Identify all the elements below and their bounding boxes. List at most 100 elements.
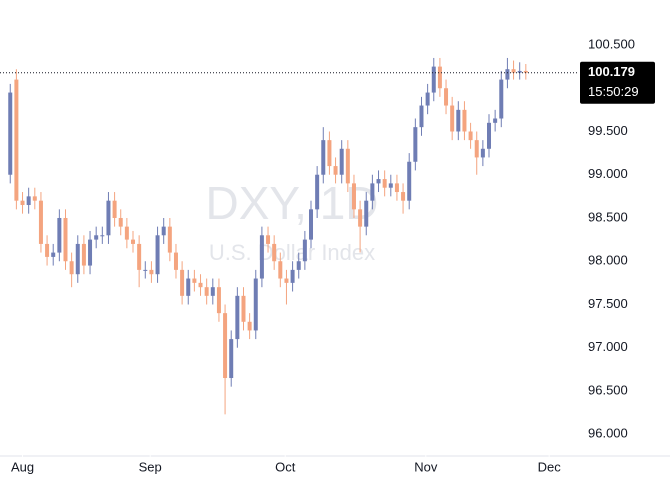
candle-body bbox=[462, 109, 467, 132]
y-tick-label: 98.000 bbox=[588, 253, 628, 268]
x-tick-label: Sep bbox=[139, 459, 162, 474]
candle-body bbox=[161, 226, 166, 236]
candle-body bbox=[321, 140, 326, 175]
last-price-box bbox=[580, 61, 655, 104]
candle-body bbox=[333, 166, 338, 175]
candle-body bbox=[32, 196, 37, 201]
candle-body bbox=[118, 217, 123, 227]
x-tick-label: Nov bbox=[414, 459, 438, 474]
candle-body bbox=[186, 278, 191, 296]
y-tick-label: 97.500 bbox=[588, 296, 628, 311]
candle-body bbox=[38, 200, 43, 244]
x-tick-label: Dec bbox=[538, 459, 562, 474]
candle-body bbox=[20, 200, 25, 206]
candle-body bbox=[327, 140, 332, 167]
candle-body bbox=[259, 235, 264, 279]
candle-body bbox=[468, 131, 473, 141]
candle-body bbox=[8, 92, 13, 175]
candle-body bbox=[401, 192, 406, 201]
candle-body bbox=[493, 118, 498, 123]
candle-body bbox=[167, 226, 172, 253]
candle-body bbox=[358, 209, 363, 227]
candle-body bbox=[112, 200, 117, 218]
x-tick-label: Oct bbox=[275, 459, 296, 474]
y-tick-label: 99.500 bbox=[588, 123, 628, 138]
candle-body bbox=[315, 174, 320, 210]
candle-body bbox=[523, 70, 528, 73]
candle-body bbox=[51, 252, 56, 257]
candle-body bbox=[487, 122, 492, 149]
candle-body bbox=[204, 287, 209, 296]
y-tick-label: 96.500 bbox=[588, 382, 628, 397]
candle-body bbox=[284, 278, 289, 283]
candle-body bbox=[370, 183, 375, 201]
y-tick-label: 96.000 bbox=[588, 426, 628, 441]
candle-body bbox=[364, 200, 369, 227]
candle-body bbox=[376, 179, 381, 184]
candle-body bbox=[253, 278, 258, 331]
candle-body bbox=[69, 261, 74, 275]
candle-body bbox=[499, 79, 504, 119]
candle-body bbox=[394, 183, 399, 193]
candle-body bbox=[100, 235, 105, 237]
candle-body bbox=[223, 313, 228, 379]
candle-body bbox=[505, 69, 510, 80]
y-tick-label: 97.000 bbox=[588, 339, 628, 354]
candle-body bbox=[180, 269, 185, 296]
candle-body bbox=[192, 278, 197, 283]
y-tick-label: 100.500 bbox=[588, 36, 635, 51]
candle-body bbox=[57, 217, 62, 253]
candle-body bbox=[450, 105, 455, 132]
candle-body bbox=[419, 105, 424, 128]
candle-body bbox=[302, 239, 307, 262]
candle-body bbox=[272, 243, 277, 262]
candle-body bbox=[474, 140, 479, 158]
candle-body bbox=[75, 243, 80, 275]
candle-body bbox=[63, 217, 68, 262]
candle-body bbox=[413, 127, 418, 162]
candle-body bbox=[94, 235, 99, 240]
candle-body bbox=[198, 282, 203, 288]
candle-body bbox=[345, 148, 350, 184]
candle-body bbox=[431, 66, 436, 93]
candle-body bbox=[106, 200, 111, 236]
candle-body bbox=[480, 148, 485, 158]
candle-body bbox=[266, 235, 271, 244]
candle-body bbox=[290, 269, 295, 283]
candle-body bbox=[388, 183, 393, 188]
candle-body bbox=[351, 183, 356, 210]
candle-body bbox=[511, 69, 516, 73]
candle-body bbox=[296, 261, 301, 270]
candle-body bbox=[143, 269, 148, 271]
candle-body bbox=[382, 179, 387, 188]
watermark-subtitle: U.S. Dollar Index bbox=[209, 240, 375, 265]
candle-body bbox=[235, 295, 240, 340]
candle-body bbox=[444, 88, 449, 106]
candle-body bbox=[278, 261, 283, 279]
last-price-label: 100.179 bbox=[588, 64, 635, 79]
candle-body bbox=[309, 209, 314, 240]
candle-body bbox=[241, 295, 246, 322]
candle-body bbox=[339, 148, 344, 175]
candle-body bbox=[81, 243, 86, 266]
countdown-label: 15:50:29 bbox=[588, 84, 639, 99]
candle-body bbox=[131, 239, 136, 244]
candle-body bbox=[407, 161, 412, 201]
candle-body bbox=[45, 243, 50, 257]
y-tick-label: 98.500 bbox=[588, 209, 628, 224]
candle-body bbox=[456, 109, 461, 132]
candle-body bbox=[155, 235, 160, 275]
candle-body bbox=[425, 92, 430, 106]
candle-body bbox=[517, 70, 522, 73]
watermark-title: DXY, 1D bbox=[205, 177, 378, 229]
candle-body bbox=[124, 226, 129, 240]
candle-body bbox=[88, 239, 93, 266]
candle-body bbox=[210, 287, 215, 296]
candle-body bbox=[173, 252, 178, 270]
candle-body bbox=[229, 339, 234, 379]
candle-body bbox=[247, 321, 252, 331]
candle-body bbox=[26, 196, 31, 206]
candle-body bbox=[149, 269, 154, 275]
